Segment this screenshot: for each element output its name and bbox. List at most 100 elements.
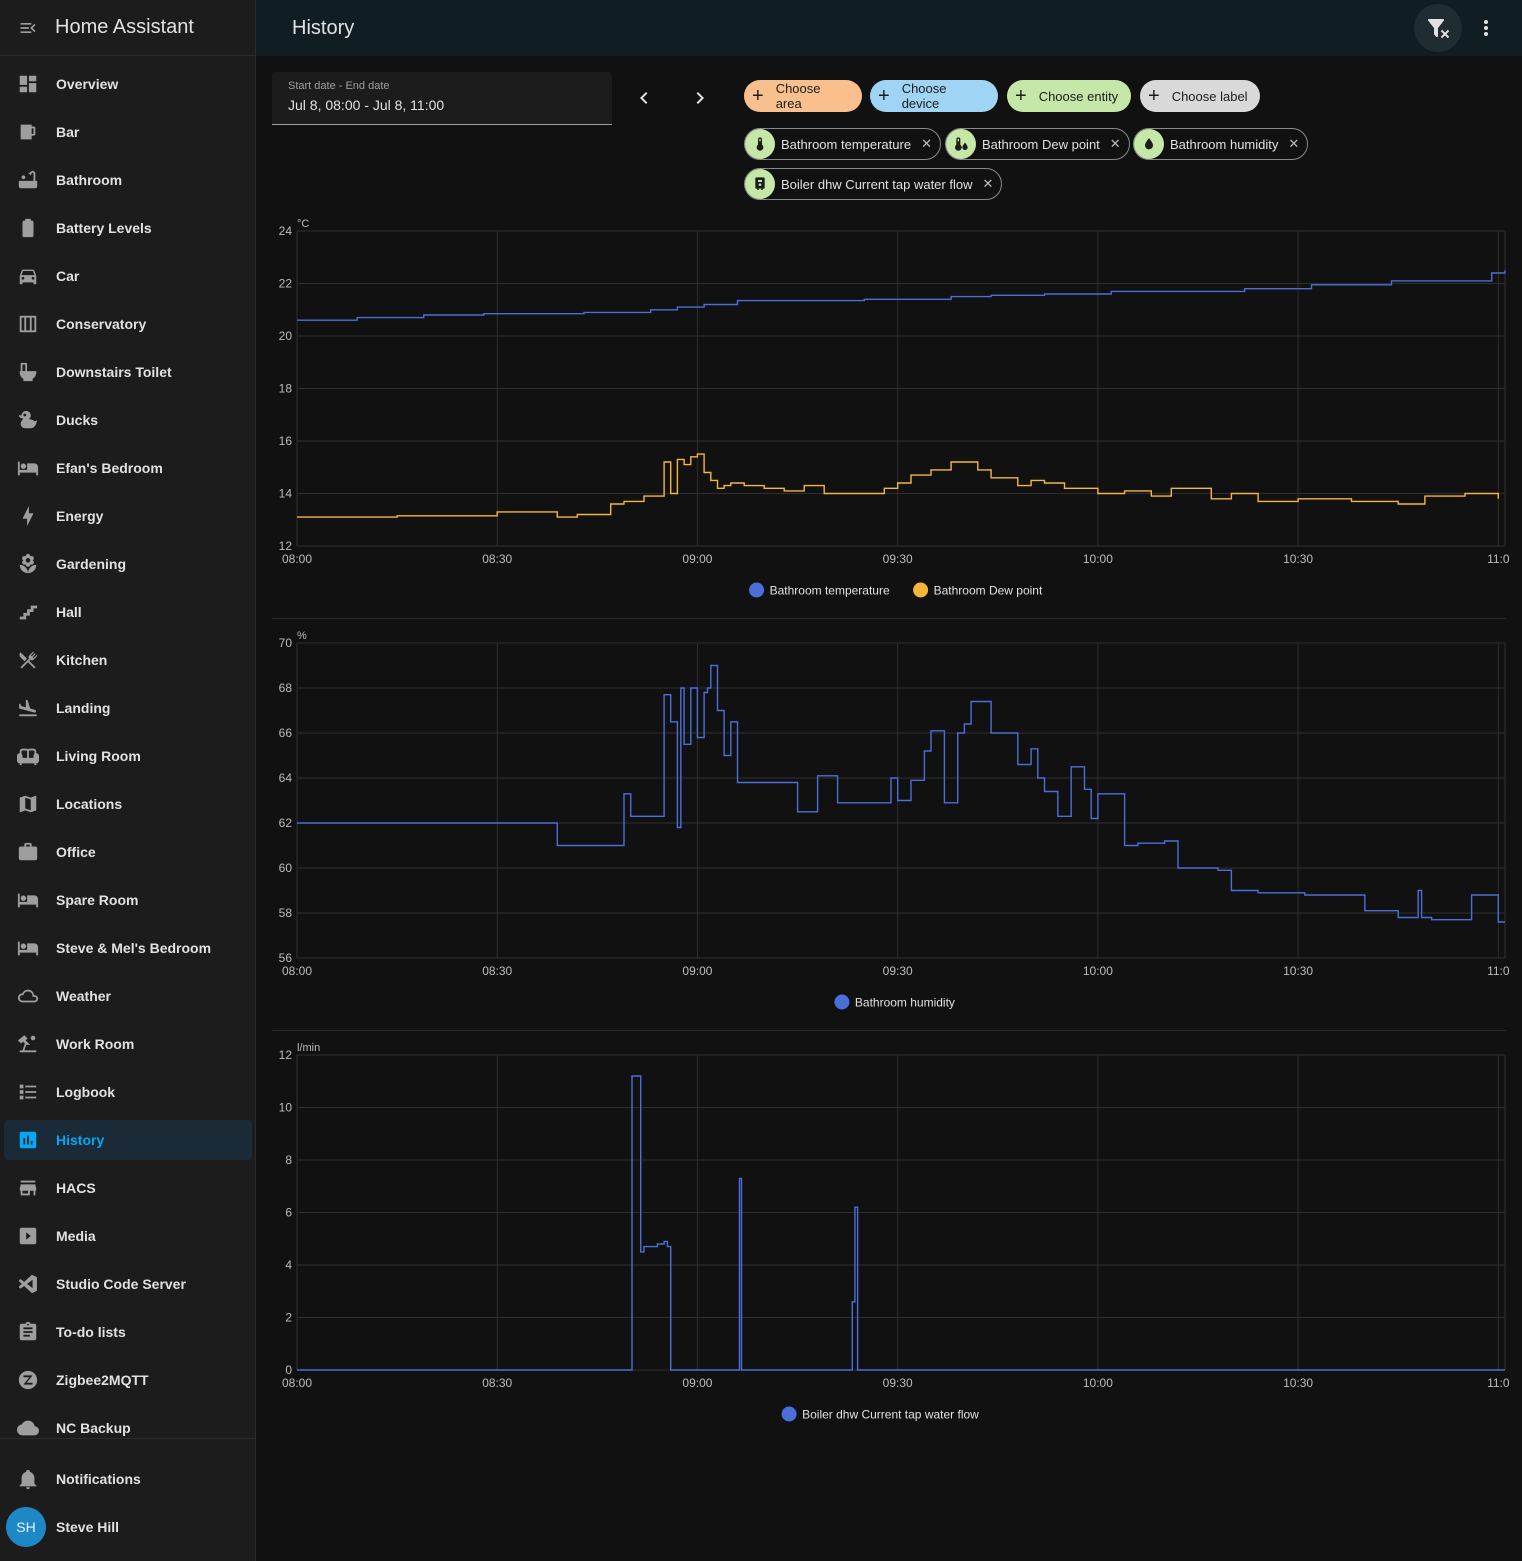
choose-label-button[interactable]: + Choose label xyxy=(1140,80,1260,112)
bell-icon xyxy=(19,1469,37,1490)
entity-chip-bathroom-temperature: Bathroom temperature ✕ xyxy=(744,128,941,160)
remove-chip-icon[interactable]: ✕ xyxy=(1288,136,1300,151)
sidebar-item-label: Studio Code Server xyxy=(56,1276,186,1292)
dashboard-icon xyxy=(19,75,37,93)
sidebar-item-label: Downstairs Toilet xyxy=(56,364,172,380)
previous-range-button[interactable] xyxy=(624,78,664,118)
clear-filters-button[interactable] xyxy=(1414,4,1462,52)
choose-entity-label: Choose entity xyxy=(1038,88,1119,104)
sidebar-item-zigbee2mqtt[interactable]: Zigbee2MQTT xyxy=(4,1360,252,1400)
sidebar-item-nc-backup[interactable]: NC Backup xyxy=(4,1408,252,1436)
x-tick-label: 09:00 xyxy=(682,1376,712,1390)
y-tick-label: 14 xyxy=(279,487,293,501)
silverware-icon xyxy=(19,651,38,669)
sidebar-item-steve-mel-s-bedroom[interactable]: Steve & Mel's Bedroom xyxy=(4,928,252,968)
sidebar-item-work-room[interactable]: Work Room xyxy=(4,1024,252,1064)
sidebar-item-label: Office xyxy=(56,844,96,860)
bed-icon xyxy=(17,941,39,956)
legend-marker xyxy=(749,582,765,598)
sidebar-item-living-room[interactable]: Living Room xyxy=(4,736,252,776)
menu-toggle-button[interactable] xyxy=(0,0,56,56)
date-range-label: Start date - End date xyxy=(288,80,390,92)
series-line xyxy=(297,453,1499,518)
sidebar-item-profile[interactable]: SH Steve Hill xyxy=(4,1507,252,1547)
sidebar-item-battery-levels[interactable]: Battery Levels xyxy=(4,208,252,248)
sidebar-item-efan-s-bedroom[interactable]: Efan's Bedroom xyxy=(4,448,252,488)
series-line xyxy=(297,1075,1505,1371)
sidebar-nav: Overview Bar Bathroom Battery Levels Car Cons… xyxy=(0,60,256,1436)
chip-label: Boiler dhw Current tap water flow xyxy=(781,176,973,192)
sidebar-item-landing[interactable]: Landing xyxy=(4,688,252,728)
sidebar-item-downstairs-toilet[interactable]: Downstairs Toilet xyxy=(4,352,252,392)
sidebar-item-label: Media xyxy=(56,1228,96,1244)
chart-box-icon xyxy=(19,1131,37,1149)
x-tick-label: 11:0 xyxy=(1487,1376,1510,1390)
avatar: SH xyxy=(6,1507,46,1547)
y-tick-label: 12 xyxy=(279,539,293,553)
sidebar-item-label: Landing xyxy=(56,700,111,716)
x-tick-label: 11:0 xyxy=(1487,552,1510,566)
sidebar-item-hacs[interactable]: HACS xyxy=(4,1168,252,1208)
plus-icon: + xyxy=(878,85,890,107)
greenhouse-icon xyxy=(19,315,37,333)
sidebar-item-overview[interactable]: Overview xyxy=(4,64,252,104)
plus-icon: + xyxy=(752,85,764,107)
water-boiler-icon xyxy=(745,169,775,199)
remove-chip-icon[interactable]: ✕ xyxy=(1109,136,1121,151)
sidebar-item-bathroom[interactable]: Bathroom xyxy=(4,160,252,200)
glass-mug-icon xyxy=(20,124,36,140)
sidebar-item-ducks[interactable]: Ducks xyxy=(4,400,252,440)
zigbee-icon xyxy=(18,1370,38,1390)
sidebar-item-hall[interactable]: Hall xyxy=(4,592,252,632)
bathtub-icon xyxy=(18,170,38,189)
sidebar-item-car[interactable]: Car xyxy=(4,256,252,296)
date-range-picker[interactable]: Start date - End date Jul 8, 08:00 - Jul… xyxy=(272,72,612,125)
bed-icon xyxy=(17,893,39,908)
map-icon xyxy=(19,795,37,813)
sofa-icon xyxy=(17,748,39,766)
y-tick-label: 4 xyxy=(285,1258,292,1272)
hacs-icon xyxy=(19,1180,37,1196)
legend-label: Boiler dhw Current tap water flow xyxy=(802,1408,979,1422)
sidebar-item-to-do-lists[interactable]: To-do lists xyxy=(4,1312,252,1352)
choose-area-button[interactable]: + Choose area xyxy=(744,80,862,112)
water-percent-icon xyxy=(1134,129,1164,159)
sidebar-item-gardening[interactable]: Gardening xyxy=(4,544,252,584)
sidebar-item-bar[interactable]: Bar xyxy=(4,112,252,152)
y-tick-label: 20 xyxy=(279,329,293,343)
entity-chip-bathroom-dew-point: Bathroom Dew point ✕ xyxy=(945,128,1130,160)
sidebar-item-media[interactable]: Media xyxy=(4,1216,252,1256)
sidebar-item-notifications[interactable]: Notifications xyxy=(4,1459,252,1499)
sidebar-item-studio-code-server[interactable]: Studio Code Server xyxy=(4,1264,252,1304)
sidebar-item-label: Overview xyxy=(56,76,119,92)
sidebar-item-label: Ducks xyxy=(56,412,99,428)
remove-chip-icon[interactable]: ✕ xyxy=(921,136,932,151)
sidebar-item-logbook[interactable]: Logbook xyxy=(4,1072,252,1112)
sidebar-item-history[interactable]: History xyxy=(4,1120,252,1160)
format-list-icon xyxy=(19,1084,37,1100)
y-tick-label: 58 xyxy=(279,906,293,920)
user-name: Steve Hill xyxy=(56,1519,120,1535)
sidebar-item-weather[interactable]: Weather xyxy=(4,976,252,1016)
airplane-landing-icon xyxy=(19,699,37,717)
sidebar-item-conservatory[interactable]: Conservatory xyxy=(4,304,252,344)
sidebar-item-label: Weather xyxy=(56,988,111,1004)
choose-device-button[interactable]: + Choose device xyxy=(870,80,998,112)
choose-entity-button[interactable]: + Choose entity xyxy=(1007,80,1131,112)
more-options-button[interactable] xyxy=(1462,4,1510,52)
remove-chip-icon[interactable]: ✕ xyxy=(982,176,994,191)
legend-label: Bathroom Dew point xyxy=(934,584,1043,598)
sidebar-item-office[interactable]: Office xyxy=(4,832,252,872)
x-tick-label: 08:00 xyxy=(282,1376,312,1390)
sidebar-item-kitchen[interactable]: Kitchen xyxy=(4,640,252,680)
thermometer-icon xyxy=(745,129,775,159)
sidebar-item-locations[interactable]: Locations xyxy=(4,784,252,824)
toilet-icon xyxy=(19,362,37,382)
next-range-button[interactable] xyxy=(680,78,720,118)
entity-chip-boiler-water-flow: Boiler dhw Current tap water flow ✕ xyxy=(744,168,1003,200)
sidebar-item-energy[interactable]: Energy xyxy=(4,496,252,536)
choose-device-label: Choose device xyxy=(901,81,947,111)
chip-label: Bathroom temperature xyxy=(781,136,912,152)
y-tick-label: 0 xyxy=(285,1363,292,1377)
sidebar-item-spare-room[interactable]: Spare Room xyxy=(4,880,252,920)
